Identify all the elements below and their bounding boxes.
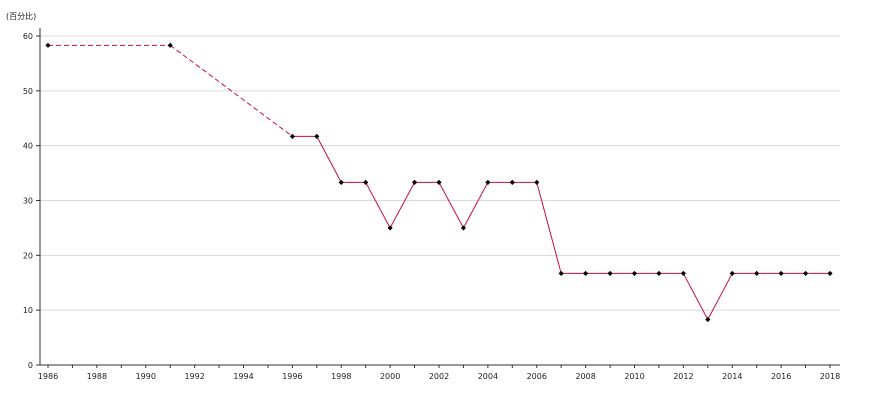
x-tick-label: 2002 xyxy=(429,372,449,381)
x-tick-label: 1998 xyxy=(331,372,351,381)
series-segment xyxy=(707,273,733,320)
series-segment xyxy=(536,182,562,274)
data-point-marker xyxy=(827,270,833,277)
series-segment-dashed xyxy=(169,44,293,137)
data-point-marker xyxy=(45,42,51,48)
series-segment xyxy=(389,182,416,229)
data-point-marker xyxy=(558,270,564,277)
data-point-marker xyxy=(802,270,809,277)
x-tick-label: 1996 xyxy=(282,372,302,381)
data-point-marker xyxy=(729,270,735,277)
data-point-marker xyxy=(338,179,344,186)
data-point-marker xyxy=(778,270,784,277)
x-tick-label: 1992 xyxy=(184,372,204,381)
data-point-marker xyxy=(705,316,711,323)
series-segment xyxy=(682,273,709,320)
data-point-marker xyxy=(607,270,613,277)
x-tick-label: 2006 xyxy=(527,372,547,381)
data-point-marker xyxy=(534,179,540,186)
x-tick-label: 2000 xyxy=(380,372,400,381)
y-tick-label: 0 xyxy=(28,361,33,370)
data-point-marker xyxy=(583,270,589,277)
data-markers xyxy=(45,42,833,323)
data-point-marker xyxy=(387,225,393,231)
data-point-marker xyxy=(314,133,320,139)
x-tick-label: 1994 xyxy=(233,372,253,381)
x-tick-label: 2010 xyxy=(624,372,644,381)
series-segment xyxy=(438,182,464,229)
data-point-marker xyxy=(680,270,686,277)
y-tick-labels: 0 10 20 30 40 50 60 xyxy=(23,32,33,370)
data-point-marker xyxy=(363,179,369,186)
x-tick-label: 2008 xyxy=(575,372,595,381)
y-tick-label: 50 xyxy=(23,87,33,96)
y-tick-label: 20 xyxy=(23,251,33,260)
data-point-marker xyxy=(411,179,418,186)
y-tick-label: 30 xyxy=(23,197,33,206)
y-tick-label: 60 xyxy=(23,32,33,41)
data-point-marker xyxy=(631,270,638,277)
data-point-marker xyxy=(436,179,442,186)
x-tick-label: 2004 xyxy=(478,372,498,381)
x-tick-label: 1988 xyxy=(87,372,107,381)
data-point-marker xyxy=(754,270,760,277)
x-tick-label: 2018 xyxy=(820,372,840,381)
data-point-marker xyxy=(289,133,295,139)
y-axis-unit-label: (百分比) xyxy=(6,11,36,21)
x-tick-label: 2014 xyxy=(722,372,742,381)
data-point-marker xyxy=(509,179,515,186)
grid-lines xyxy=(40,35,840,311)
data-point-marker xyxy=(485,179,491,186)
axes xyxy=(36,28,840,368)
x-tick-label: 2016 xyxy=(771,372,791,381)
data-point-marker xyxy=(167,42,173,48)
series-segment xyxy=(316,136,342,183)
y-tick-label: 40 xyxy=(23,142,33,151)
series-line xyxy=(48,44,830,320)
x-tick-label: 2012 xyxy=(673,372,693,381)
y-tick-label: 10 xyxy=(23,306,33,315)
x-tick-label: 1990 xyxy=(136,372,156,381)
series-segment xyxy=(462,182,489,229)
data-point-marker xyxy=(460,225,467,231)
series-segment xyxy=(365,182,391,229)
x-tick-label: 1986 xyxy=(38,372,58,381)
data-point-marker xyxy=(656,270,662,277)
x-tick-labels: 1986 1988 1990 1992 1994 1996 1998 2000 2002 2004… xyxy=(38,372,840,381)
